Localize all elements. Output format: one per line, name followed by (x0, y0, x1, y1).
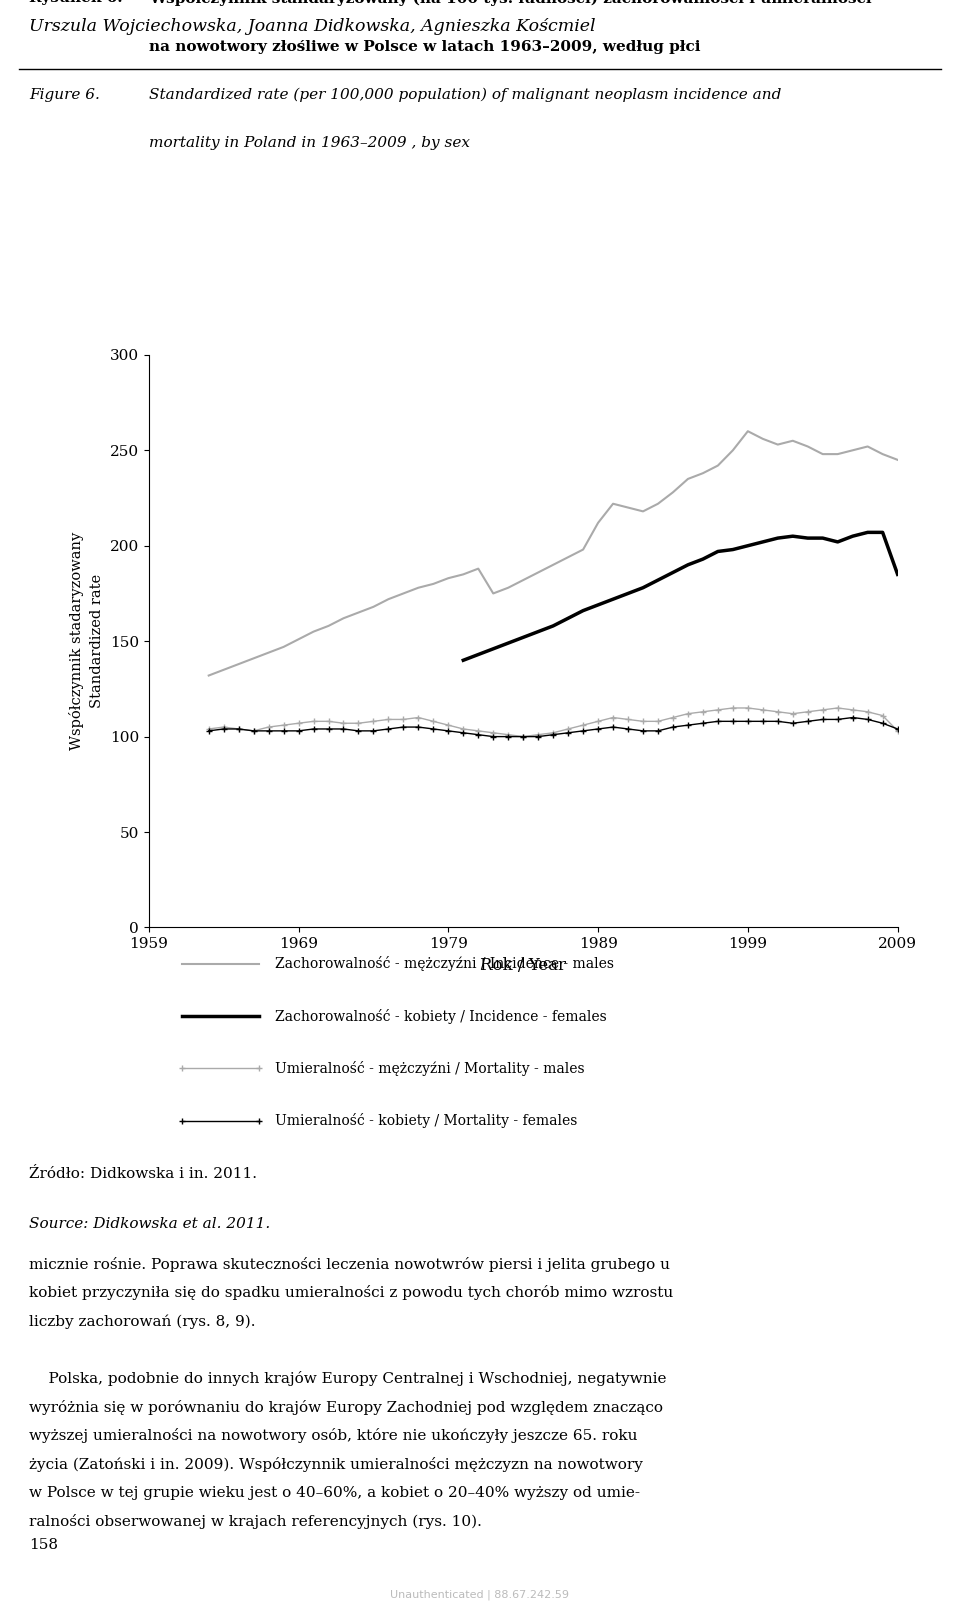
Text: mortality in Poland in 1963–2009 , by sex: mortality in Poland in 1963–2009 , by se… (149, 135, 469, 150)
X-axis label: Rok / Year: Rok / Year (480, 957, 566, 974)
Text: Unauthenticated | 88.67.242.59: Unauthenticated | 88.67.242.59 (391, 1590, 569, 1600)
Text: Figure 6.: Figure 6. (29, 87, 100, 102)
Text: Source: Didkowska et al. 2011.: Source: Didkowska et al. 2011. (29, 1216, 270, 1231)
Text: Zachorowalność - kobiety / Incidence - females: Zachorowalność - kobiety / Incidence - f… (275, 1008, 607, 1024)
Text: Umieralność - kobiety / Mortality - females: Umieralność - kobiety / Mortality - fema… (275, 1113, 577, 1127)
Text: Zachorowalność - mężczyźni / Incidence - males: Zachorowalność - mężczyźni / Incidence -… (275, 957, 613, 971)
Text: Współczynnik standaryzowany (na 100 tys. ludności) zachorowalności i umieralnośc: Współczynnik standaryzowany (na 100 tys.… (149, 0, 872, 6)
Text: ralności obserwowanej w krajach referencyjnych (rys. 10).: ralności obserwowanej w krajach referenc… (29, 1515, 482, 1529)
Text: 158: 158 (29, 1539, 58, 1552)
Text: Polska, podobnie do innych krajów Europy Centralnej i Wschodniej, negatywnie: Polska, podobnie do innych krajów Europy… (29, 1371, 666, 1386)
Text: kobiet przyczyniła się do spadku umieralności z powodu tych chorób mimo wzrostu: kobiet przyczyniła się do spadku umieral… (29, 1286, 673, 1300)
Text: życia (Zatoński i in. 2009). Współczynnik umieralności mężczyzn na nowotwory: życia (Zatoński i in. 2009). Współczynni… (29, 1457, 642, 1473)
Text: na nowotwory złośliwe w Polsce w latach 1963–2009, według płci: na nowotwory złośliwe w Polsce w latach … (149, 39, 700, 53)
Text: w Polsce w tej grupie wieku jest o 40–60%, a kobiet o 20–40% wyższy od umie-: w Polsce w tej grupie wieku jest o 40–60… (29, 1486, 639, 1500)
Y-axis label: Współczynnik stadaryzowany
Standardized rate: Współczynnik stadaryzowany Standardized … (69, 532, 105, 750)
Text: Rysunek 6.: Rysunek 6. (29, 0, 123, 5)
Text: Urszula Wojciechowska, Joanna Didkowska, Agnieszka Koścmiel: Urszula Wojciechowska, Joanna Didkowska,… (29, 18, 595, 35)
Text: Źródło: Didkowska i in. 2011.: Źródło: Didkowska i in. 2011. (29, 1168, 257, 1181)
Text: micznie rośnie. Poprawa skuteczności leczenia nowotwrów piersi i jelita grubego : micznie rośnie. Poprawa skuteczności lec… (29, 1257, 670, 1273)
Text: Standardized rate (per 100,000 population) of malignant neoplasm incidence and: Standardized rate (per 100,000 populatio… (149, 87, 781, 102)
Text: Umieralność - mężczyźni / Mortality - males: Umieralność - mężczyźni / Mortality - ma… (275, 1061, 585, 1076)
Text: wyróżnia się w porównaniu do krajów Europy Zachodniej pod względem znacząco: wyróżnia się w porównaniu do krajów Euro… (29, 1400, 662, 1415)
Text: liczby zachorowań (rys. 8, 9).: liczby zachorowań (rys. 8, 9). (29, 1315, 255, 1329)
Text: wyższej umieralności na nowotwory osób, które nie ukończyły jeszcze 65. roku: wyższej umieralności na nowotwory osób, … (29, 1429, 637, 1444)
